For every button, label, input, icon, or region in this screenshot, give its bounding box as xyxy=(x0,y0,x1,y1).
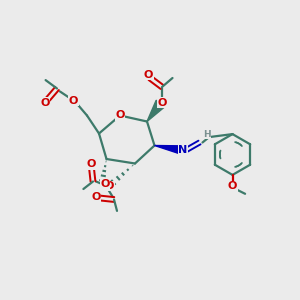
Text: O: O xyxy=(87,159,96,170)
Text: O: O xyxy=(144,70,153,80)
Text: O: O xyxy=(100,179,110,189)
Text: O: O xyxy=(228,181,237,191)
Polygon shape xyxy=(147,100,165,122)
Polygon shape xyxy=(154,146,182,154)
Text: O: O xyxy=(91,192,101,203)
Text: N: N xyxy=(178,145,188,155)
Text: O: O xyxy=(69,95,78,106)
Text: O: O xyxy=(157,98,167,108)
Text: H: H xyxy=(203,130,211,139)
Text: O: O xyxy=(105,181,114,191)
Text: O: O xyxy=(115,110,125,121)
Text: O: O xyxy=(40,98,50,108)
